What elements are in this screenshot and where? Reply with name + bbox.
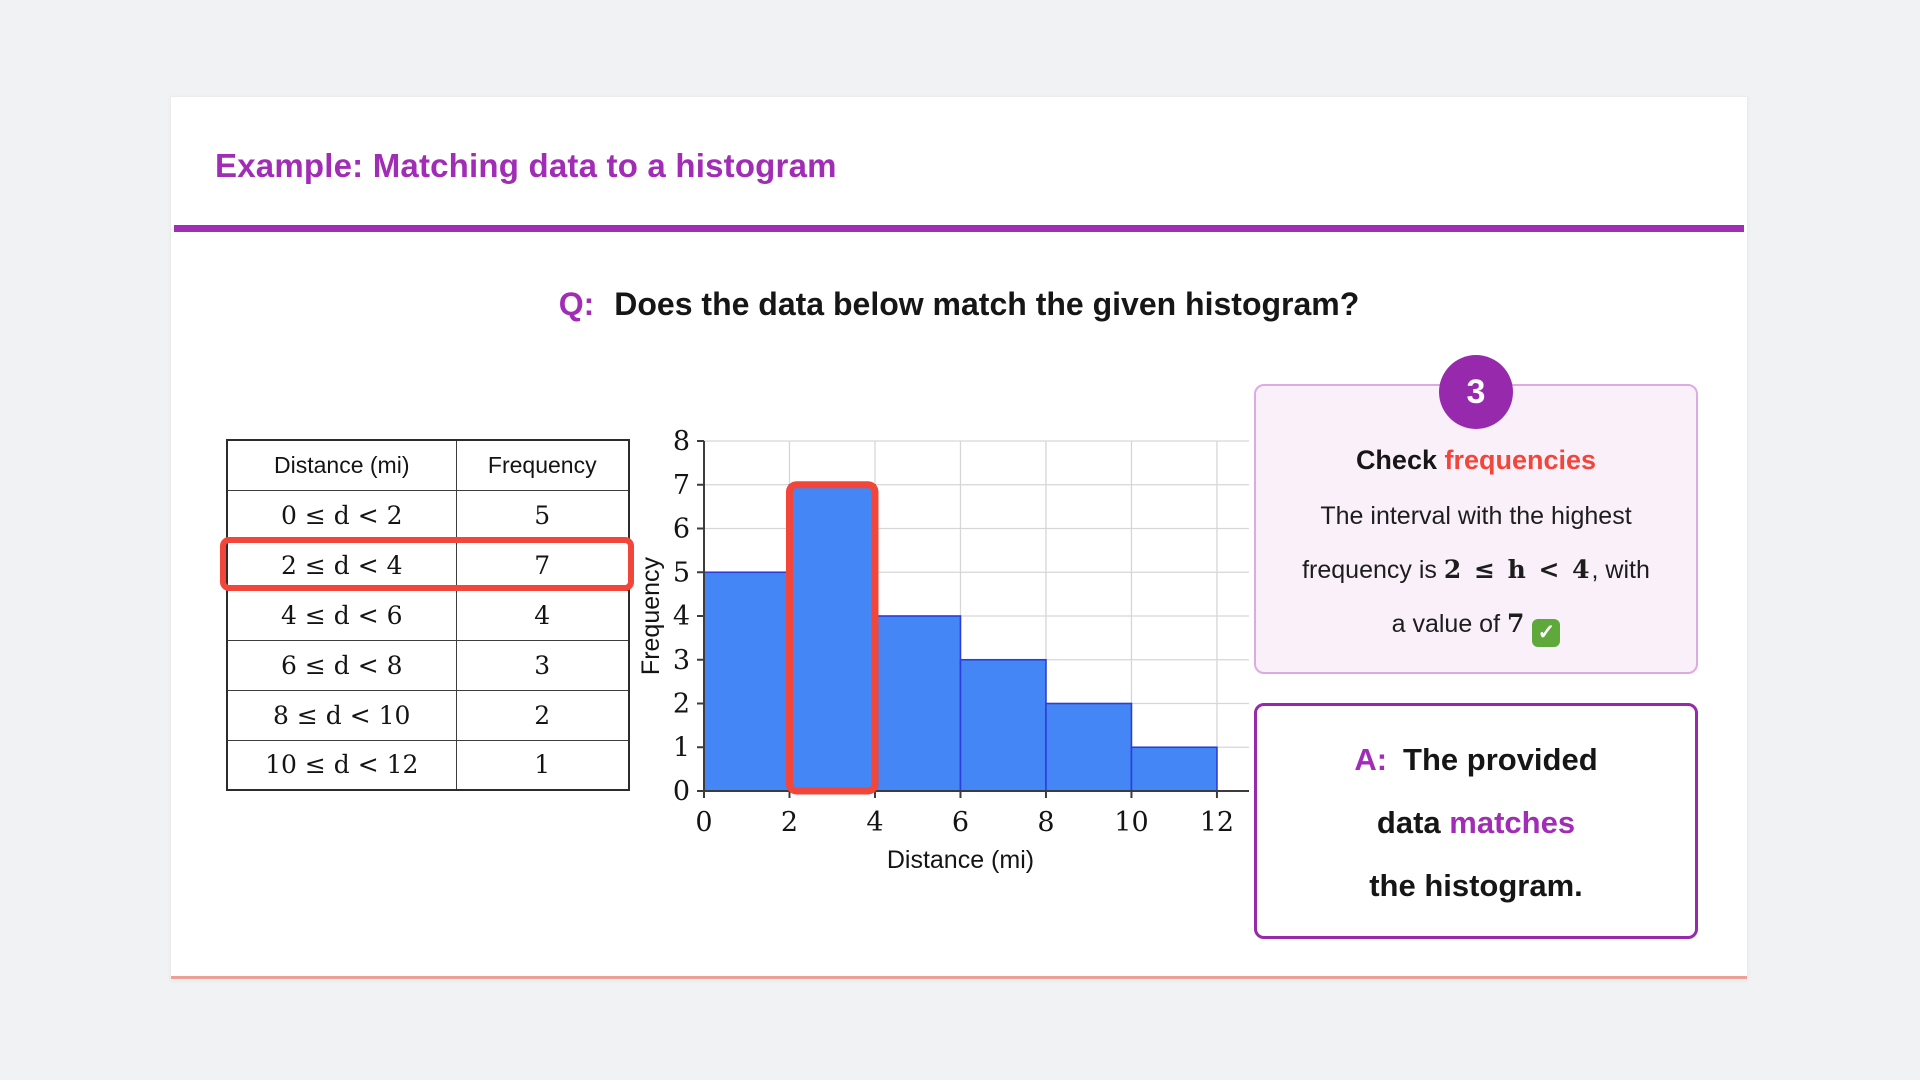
step-text-line1: The interval with the highest <box>1320 502 1632 530</box>
step-number-badge: 3 <box>1439 355 1513 429</box>
histogram-bar <box>874 615 962 792</box>
svg-text:5: 5 <box>673 557 690 588</box>
interval-cell: 8 ≤ d < 10 <box>226 689 457 741</box>
svg-text:10: 10 <box>1114 807 1148 838</box>
table-row-highlighted: 2 ≤ d < 4 7 <box>226 539 630 591</box>
slide-card: Example: Matching data to a histogram Q:… <box>170 96 1748 980</box>
frequency-cell: 2 <box>455 689 630 741</box>
frequency-cell: 3 <box>455 639 630 691</box>
svg-text:2: 2 <box>781 807 798 838</box>
answer-line3: the histogram. <box>1369 868 1583 903</box>
page-title: Example: Matching data to a histogram <box>215 147 837 184</box>
x-axis-label: Distance (mi) <box>887 846 1034 874</box>
table-row: 6 ≤ d < 8 3 <box>226 639 630 691</box>
answer-line1: A: The provided <box>1354 742 1598 777</box>
interval-math: 2 ≤ h < 4 <box>1443 555 1592 584</box>
svg-text:2: 2 <box>673 689 690 720</box>
title-divider <box>174 225 1744 232</box>
histogram-bar <box>1130 746 1218 792</box>
histogram-chart: 0 1 2 3 4 5 6 7 8 0 2 4 6 8 10 12 Frequency Distance (mi) <box>621 421 1281 901</box>
table-header-distance: Distance (mi) <box>226 439 457 491</box>
card-bottom-accent-line <box>171 976 1747 979</box>
interval-cell: 10 ≤ d < 12 <box>226 739 457 791</box>
svg-text:7: 7 <box>673 470 690 501</box>
table-header-row: Distance (mi) Frequency <box>226 439 630 491</box>
frequency-table: Distance (mi) Frequency 0 ≤ d < 2 5 2 ≤ … <box>226 439 630 791</box>
frequency-cell: 5 <box>455 489 630 541</box>
histogram-bar-highlight-outline <box>785 481 879 795</box>
frequency-cell: 1 <box>455 739 630 791</box>
histogram-bar <box>703 571 791 792</box>
step-text-line2: frequency is 2 ≤ h < 4, with <box>1302 555 1650 584</box>
question-text: Does the data below match the given hist… <box>614 286 1360 322</box>
interval-cell: 6 ≤ d < 8 <box>226 639 457 691</box>
answer-box: A: The provided data matches the histogra… <box>1254 703 1698 939</box>
table-row: 0 ≤ d < 2 5 <box>226 489 630 541</box>
svg-text:8: 8 <box>673 426 690 457</box>
interval-cell: 0 ≤ d < 2 <box>226 489 457 541</box>
svg-text:4: 4 <box>866 807 883 838</box>
step-text-line3: a value of 7 ✓ <box>1256 608 1696 647</box>
svg-text:3: 3 <box>673 645 690 676</box>
table-header-frequency: Frequency <box>455 439 630 491</box>
table-row: 4 ≤ d < 6 4 <box>226 589 630 641</box>
question: Q: Does the data below match the given hi… <box>171 286 1747 323</box>
value-math: 7 <box>1506 609 1527 638</box>
histogram-bar <box>788 483 876 792</box>
frequency-cell: 7 <box>455 539 630 591</box>
histogram-bar <box>1045 702 1133 792</box>
answer-line2: data matches <box>1376 805 1576 840</box>
interval-cell: 4 ≤ d < 6 <box>226 589 457 641</box>
step-title-highlight: frequencies <box>1444 445 1597 475</box>
interval-cell: 2 ≤ d < 4 <box>226 539 457 591</box>
y-axis-label: Frequency <box>637 556 665 675</box>
step-title: Check frequencies <box>1355 445 1597 475</box>
table-row: 10 ≤ d < 12 1 <box>226 739 630 791</box>
frequency-cell: 4 <box>455 589 630 641</box>
svg-text:6: 6 <box>952 807 969 838</box>
check-icon: ✓ <box>1532 619 1561 647</box>
svg-text:4: 4 <box>673 601 690 632</box>
answer-label: A: <box>1354 742 1388 777</box>
svg-text:6: 6 <box>673 514 690 545</box>
svg-text:1: 1 <box>673 732 690 763</box>
answer-highlight: matches <box>1449 805 1576 840</box>
histogram-bar <box>959 658 1047 792</box>
svg-text:12: 12 <box>1200 807 1234 838</box>
question-label: Q: <box>558 286 595 322</box>
svg-text:0: 0 <box>695 807 712 838</box>
svg-text:0: 0 <box>673 776 690 807</box>
table-row: 8 ≤ d < 10 2 <box>226 689 630 741</box>
svg-text:8: 8 <box>1037 807 1054 838</box>
